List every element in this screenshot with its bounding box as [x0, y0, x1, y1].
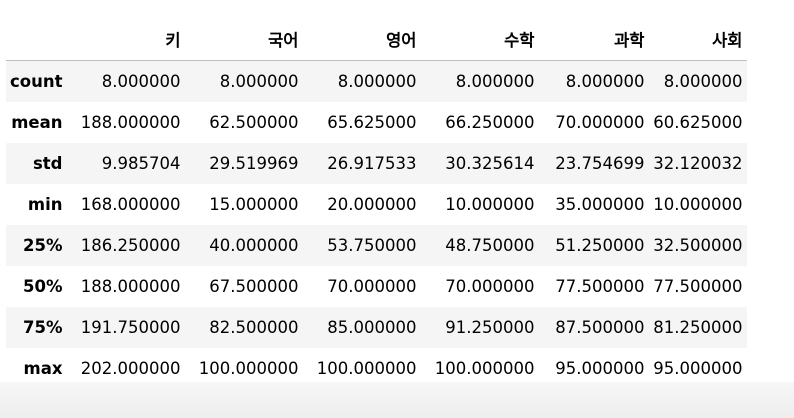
table-cell: 70.000000	[327, 277, 417, 296]
table-cell: 70.000000	[555, 113, 645, 132]
table-cell: 8.000000	[101, 72, 181, 91]
table-cell: 70.000000	[445, 277, 535, 296]
table-row: count 8.000000 8.000000 8.000000 8.00000…	[6, 60, 747, 102]
table-cell: 10.000000	[653, 195, 743, 214]
table-cell: 188.000000	[80, 277, 181, 296]
table-cell: 40.000000	[209, 236, 299, 255]
table-cell: 100.000000	[434, 359, 535, 378]
header-row: 키 국어 영어 수학 과학 사회	[6, 18, 747, 61]
table-cell: 77.500000	[555, 277, 645, 296]
table-cell: 60.625000	[653, 113, 743, 132]
table-row: 25% 186.250000 40.000000 53.750000 48.75…	[6, 225, 747, 266]
table-row: 50% 188.000000 67.500000 70.000000 70.00…	[6, 266, 747, 307]
table-cell: 29.519969	[209, 154, 299, 173]
table-cell: 87.500000	[555, 318, 645, 337]
table-cell: 26.917533	[327, 154, 417, 173]
table-cell: 10.000000	[445, 195, 535, 214]
table-cell: 67.500000	[209, 277, 299, 296]
table-cell: 186.250000	[80, 236, 181, 255]
table-cell: 100.000000	[316, 359, 417, 378]
table-cell: 20.000000	[327, 195, 417, 214]
row-label: 50%	[23, 277, 63, 296]
table-row: mean 188.000000 62.500000 65.625000 66.2…	[6, 102, 747, 143]
table-cell: 30.325614	[445, 154, 535, 173]
table-cell: 95.000000	[653, 359, 743, 378]
column-header: 국어	[184, 18, 303, 61]
table-cell: 32.500000	[653, 236, 743, 255]
table-cell: 62.500000	[209, 113, 299, 132]
table-cell: 15.000000	[209, 195, 299, 214]
table-cell: 8.000000	[337, 72, 417, 91]
row-label: mean	[11, 113, 63, 132]
describe-table: 키 국어 영어 수학 과학 사회 count 8.000000 8.000000…	[6, 18, 747, 389]
table-cell: 191.750000	[80, 318, 181, 337]
table-cell: 8.000000	[565, 72, 645, 91]
index-header	[6, 18, 67, 61]
table-cell: 168.000000	[80, 195, 181, 214]
row-label: max	[23, 359, 63, 378]
table-cell: 35.000000	[555, 195, 645, 214]
table-row: std 9.985704 29.519969 26.917533 30.3256…	[6, 143, 747, 184]
row-label: 25%	[23, 236, 63, 255]
table-cell: 8.000000	[663, 72, 743, 91]
table-cell: 85.000000	[327, 318, 417, 337]
table-cell: 81.250000	[653, 318, 743, 337]
table-cell: 8.000000	[219, 72, 299, 91]
table-cell: 100.000000	[198, 359, 299, 378]
table-cell: 8.000000	[455, 72, 535, 91]
row-label: min	[27, 195, 63, 214]
table-cell: 95.000000	[555, 359, 645, 378]
table-cell: 188.000000	[80, 113, 181, 132]
table-cell: 66.250000	[445, 113, 535, 132]
table-cell: 82.500000	[209, 318, 299, 337]
table-cell: 51.250000	[555, 236, 645, 255]
column-header: 사회	[648, 18, 747, 61]
table-cell: 32.120032	[653, 154, 743, 173]
table-cell: 48.750000	[445, 236, 535, 255]
row-label: count	[10, 72, 63, 91]
table-row: 75% 191.750000 82.500000 85.000000 91.25…	[6, 307, 747, 348]
column-header: 과학	[538, 18, 649, 61]
table-cell: 65.625000	[327, 113, 417, 132]
column-header: 수학	[420, 18, 539, 61]
row-label: 75%	[23, 318, 63, 337]
bottom-band	[0, 382, 794, 418]
table-cell: 9.985704	[101, 154, 181, 173]
row-label: std	[32, 154, 63, 173]
column-header: 키	[66, 18, 185, 61]
column-header: 영어	[302, 18, 421, 61]
table-cell: 202.000000	[80, 359, 181, 378]
table-row: min 168.000000 15.000000 20.000000 10.00…	[6, 184, 747, 225]
table-cell: 77.500000	[653, 277, 743, 296]
table-cell: 23.754699	[555, 154, 645, 173]
table-cell: 53.750000	[327, 236, 417, 255]
table-cell: 91.250000	[445, 318, 535, 337]
table-row: max 202.000000 100.000000 100.000000 100…	[6, 348, 747, 389]
